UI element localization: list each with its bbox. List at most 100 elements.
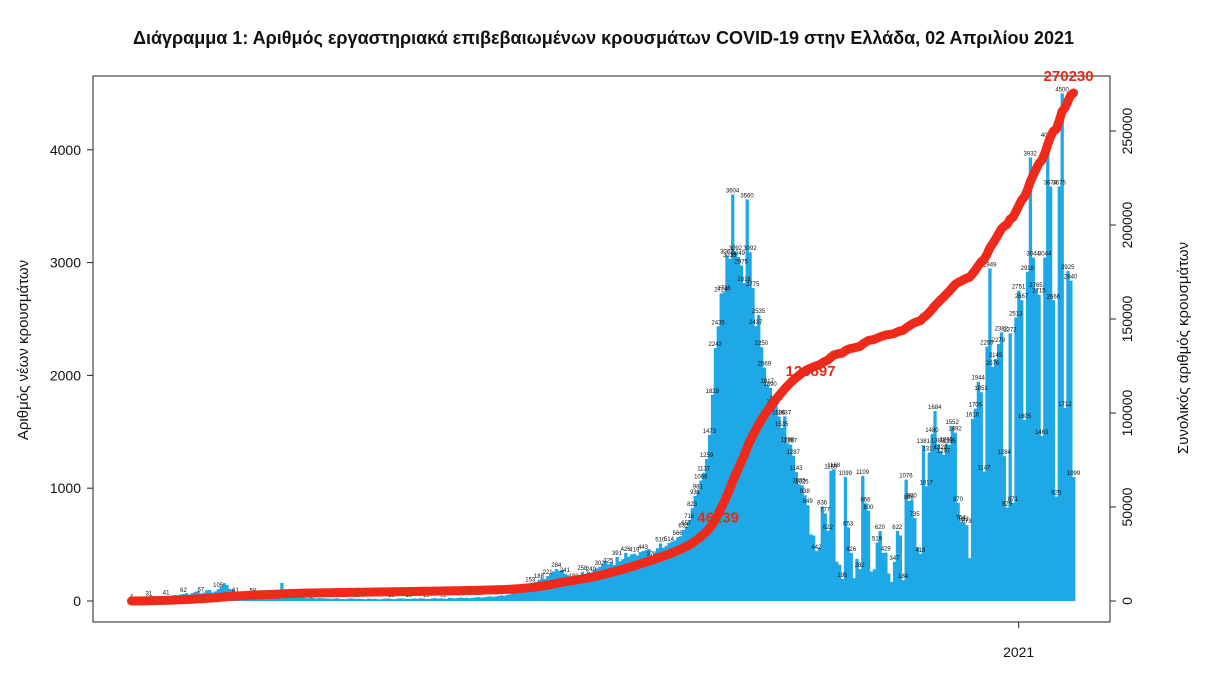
bar-value-label: 1616 bbox=[966, 413, 980, 419]
bar-value-label: 981 bbox=[693, 484, 704, 490]
bar bbox=[707, 434, 712, 601]
bar-value-label: 188 bbox=[534, 574, 545, 580]
bar bbox=[736, 257, 741, 601]
bar bbox=[525, 587, 530, 601]
bar bbox=[502, 595, 507, 601]
bar bbox=[661, 547, 666, 601]
bar bbox=[424, 598, 429, 601]
bar bbox=[820, 506, 824, 601]
bar-value-label: 849 bbox=[803, 499, 814, 505]
bar bbox=[479, 597, 483, 601]
bar bbox=[499, 595, 504, 601]
bar bbox=[618, 561, 622, 601]
bar bbox=[338, 598, 342, 601]
bar bbox=[892, 561, 897, 601]
bar bbox=[1057, 186, 1061, 601]
bar bbox=[667, 543, 671, 601]
bar bbox=[673, 540, 677, 601]
bar bbox=[306, 598, 310, 601]
bar-value-label: 622 bbox=[823, 525, 834, 531]
bar-value-label: 3604 bbox=[726, 188, 740, 194]
bar bbox=[918, 553, 923, 601]
bar bbox=[491, 596, 495, 601]
bar bbox=[768, 387, 772, 601]
bar bbox=[653, 553, 657, 601]
bar-value-label: 510 bbox=[655, 537, 666, 543]
plot-frame bbox=[92, 75, 1111, 623]
bar bbox=[748, 252, 752, 601]
bar bbox=[907, 501, 911, 601]
bar-value-label: 2918 bbox=[1021, 266, 1035, 272]
bar-value-label: 2715 bbox=[1032, 289, 1046, 295]
bar bbox=[1005, 507, 1009, 601]
bar bbox=[416, 598, 420, 601]
bar bbox=[650, 558, 654, 601]
bar-value-label: 1552 bbox=[945, 420, 959, 426]
bar-value-label: 1398 bbox=[781, 437, 795, 443]
bar bbox=[459, 597, 463, 601]
bar bbox=[366, 598, 371, 601]
bar bbox=[508, 594, 512, 601]
bar bbox=[1025, 271, 1030, 601]
bar-value-label: 871 bbox=[1008, 497, 1019, 503]
bar bbox=[1040, 435, 1044, 601]
bar-value-label: 2667 bbox=[1015, 294, 1029, 300]
bar bbox=[722, 292, 726, 601]
bar-value-label: 632 bbox=[678, 524, 689, 530]
bar bbox=[624, 552, 628, 601]
bar-value-label: 31 bbox=[145, 592, 152, 598]
bar bbox=[745, 199, 749, 601]
right-tick-label: 0 bbox=[1119, 597, 1135, 605]
bar bbox=[933, 411, 937, 601]
bar bbox=[291, 595, 296, 601]
bar bbox=[286, 596, 290, 601]
bar bbox=[300, 597, 304, 601]
bar bbox=[754, 326, 758, 601]
bar-value-label: 221 bbox=[543, 570, 554, 576]
bar bbox=[514, 591, 518, 601]
bar bbox=[1048, 186, 1053, 601]
cumulative-annotation: 270230 bbox=[1044, 68, 1094, 85]
bar bbox=[942, 454, 946, 601]
bar-value-label: 3049 bbox=[732, 251, 746, 257]
bar-value-label: 1284 bbox=[998, 450, 1012, 456]
bar bbox=[488, 596, 492, 601]
bar-value-label: 105 bbox=[213, 583, 224, 589]
bar bbox=[690, 508, 694, 601]
bar bbox=[777, 416, 781, 601]
bar bbox=[629, 554, 634, 601]
y-axis-right-title: Συνολικός αριθμός κρουσμάτων bbox=[1175, 242, 1192, 454]
bar-value-label: 19 bbox=[423, 593, 430, 599]
bar-value-label: 1099 bbox=[1067, 471, 1081, 477]
bar-value-label: 3044 bbox=[1026, 252, 1040, 258]
bar bbox=[1043, 257, 1047, 601]
bar-value-label: 195 bbox=[837, 573, 848, 579]
bar bbox=[436, 598, 440, 601]
bar bbox=[757, 315, 761, 601]
bar bbox=[771, 405, 775, 601]
bar bbox=[421, 598, 426, 601]
bar-value-label: 566 bbox=[673, 531, 684, 537]
bar bbox=[728, 258, 732, 601]
bar bbox=[1037, 294, 1041, 601]
right-tick-label: 50000 bbox=[1119, 487, 1135, 526]
bar bbox=[725, 255, 729, 602]
bar-value-label: 61 bbox=[232, 588, 239, 594]
bar bbox=[999, 332, 1004, 601]
bar bbox=[988, 268, 992, 601]
bar-value-label: 1017 bbox=[919, 480, 933, 486]
bar bbox=[924, 486, 929, 601]
bar bbox=[968, 558, 972, 601]
right-tick-label: 100000 bbox=[1119, 389, 1135, 436]
bar bbox=[352, 598, 356, 601]
bar bbox=[482, 597, 486, 601]
bar bbox=[369, 598, 374, 601]
bar-value-label: 1297 bbox=[937, 449, 951, 455]
bar bbox=[1054, 496, 1059, 601]
bar-value-label: 2925 bbox=[1061, 265, 1075, 271]
bar bbox=[392, 599, 397, 601]
bar-value-label: 2250 bbox=[755, 341, 769, 347]
bar-value-label: 1143 bbox=[790, 466, 804, 472]
x-tick-label: 2021 bbox=[1003, 644, 1034, 660]
